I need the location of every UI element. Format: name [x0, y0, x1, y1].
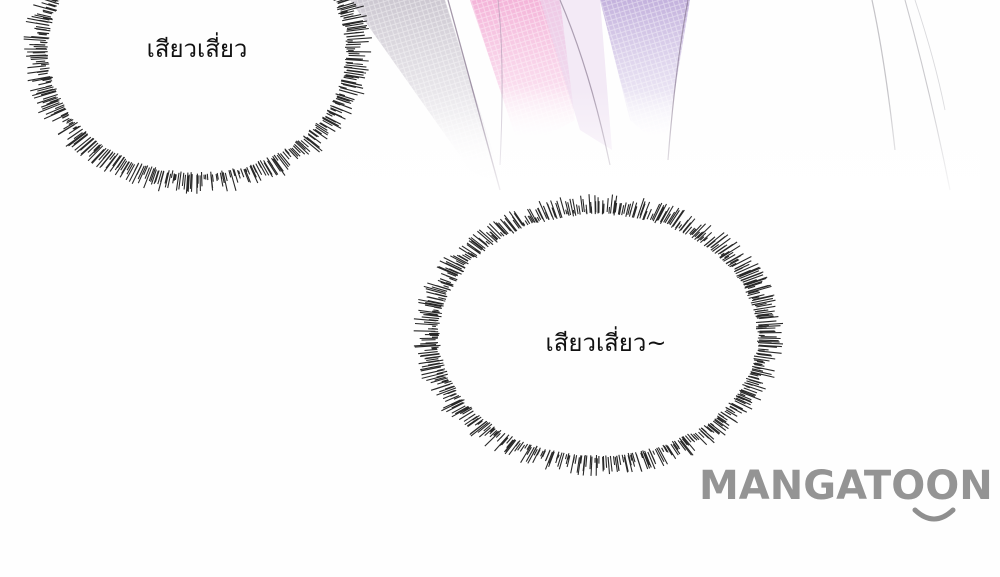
speech-bubble-burst-2: [413, 194, 784, 476]
smile-icon: [912, 507, 956, 522]
mangatoon-watermark-logo: MANGATOON: [699, 463, 999, 527]
burst-spikes: [413, 194, 784, 476]
hair-strands-artwork: [340, 0, 980, 210]
watermark-text: MANGATOON: [699, 463, 993, 509]
speech-bubble-burst-1: [23, 0, 372, 194]
strand-fade: [340, 90, 980, 210]
speech-bubble-text-1: เสียวเสี่ยว: [146, 35, 248, 63]
burst-spikes: [23, 0, 372, 194]
speech-bubble-text-2: เสียวเสี่ยว~: [545, 329, 667, 357]
